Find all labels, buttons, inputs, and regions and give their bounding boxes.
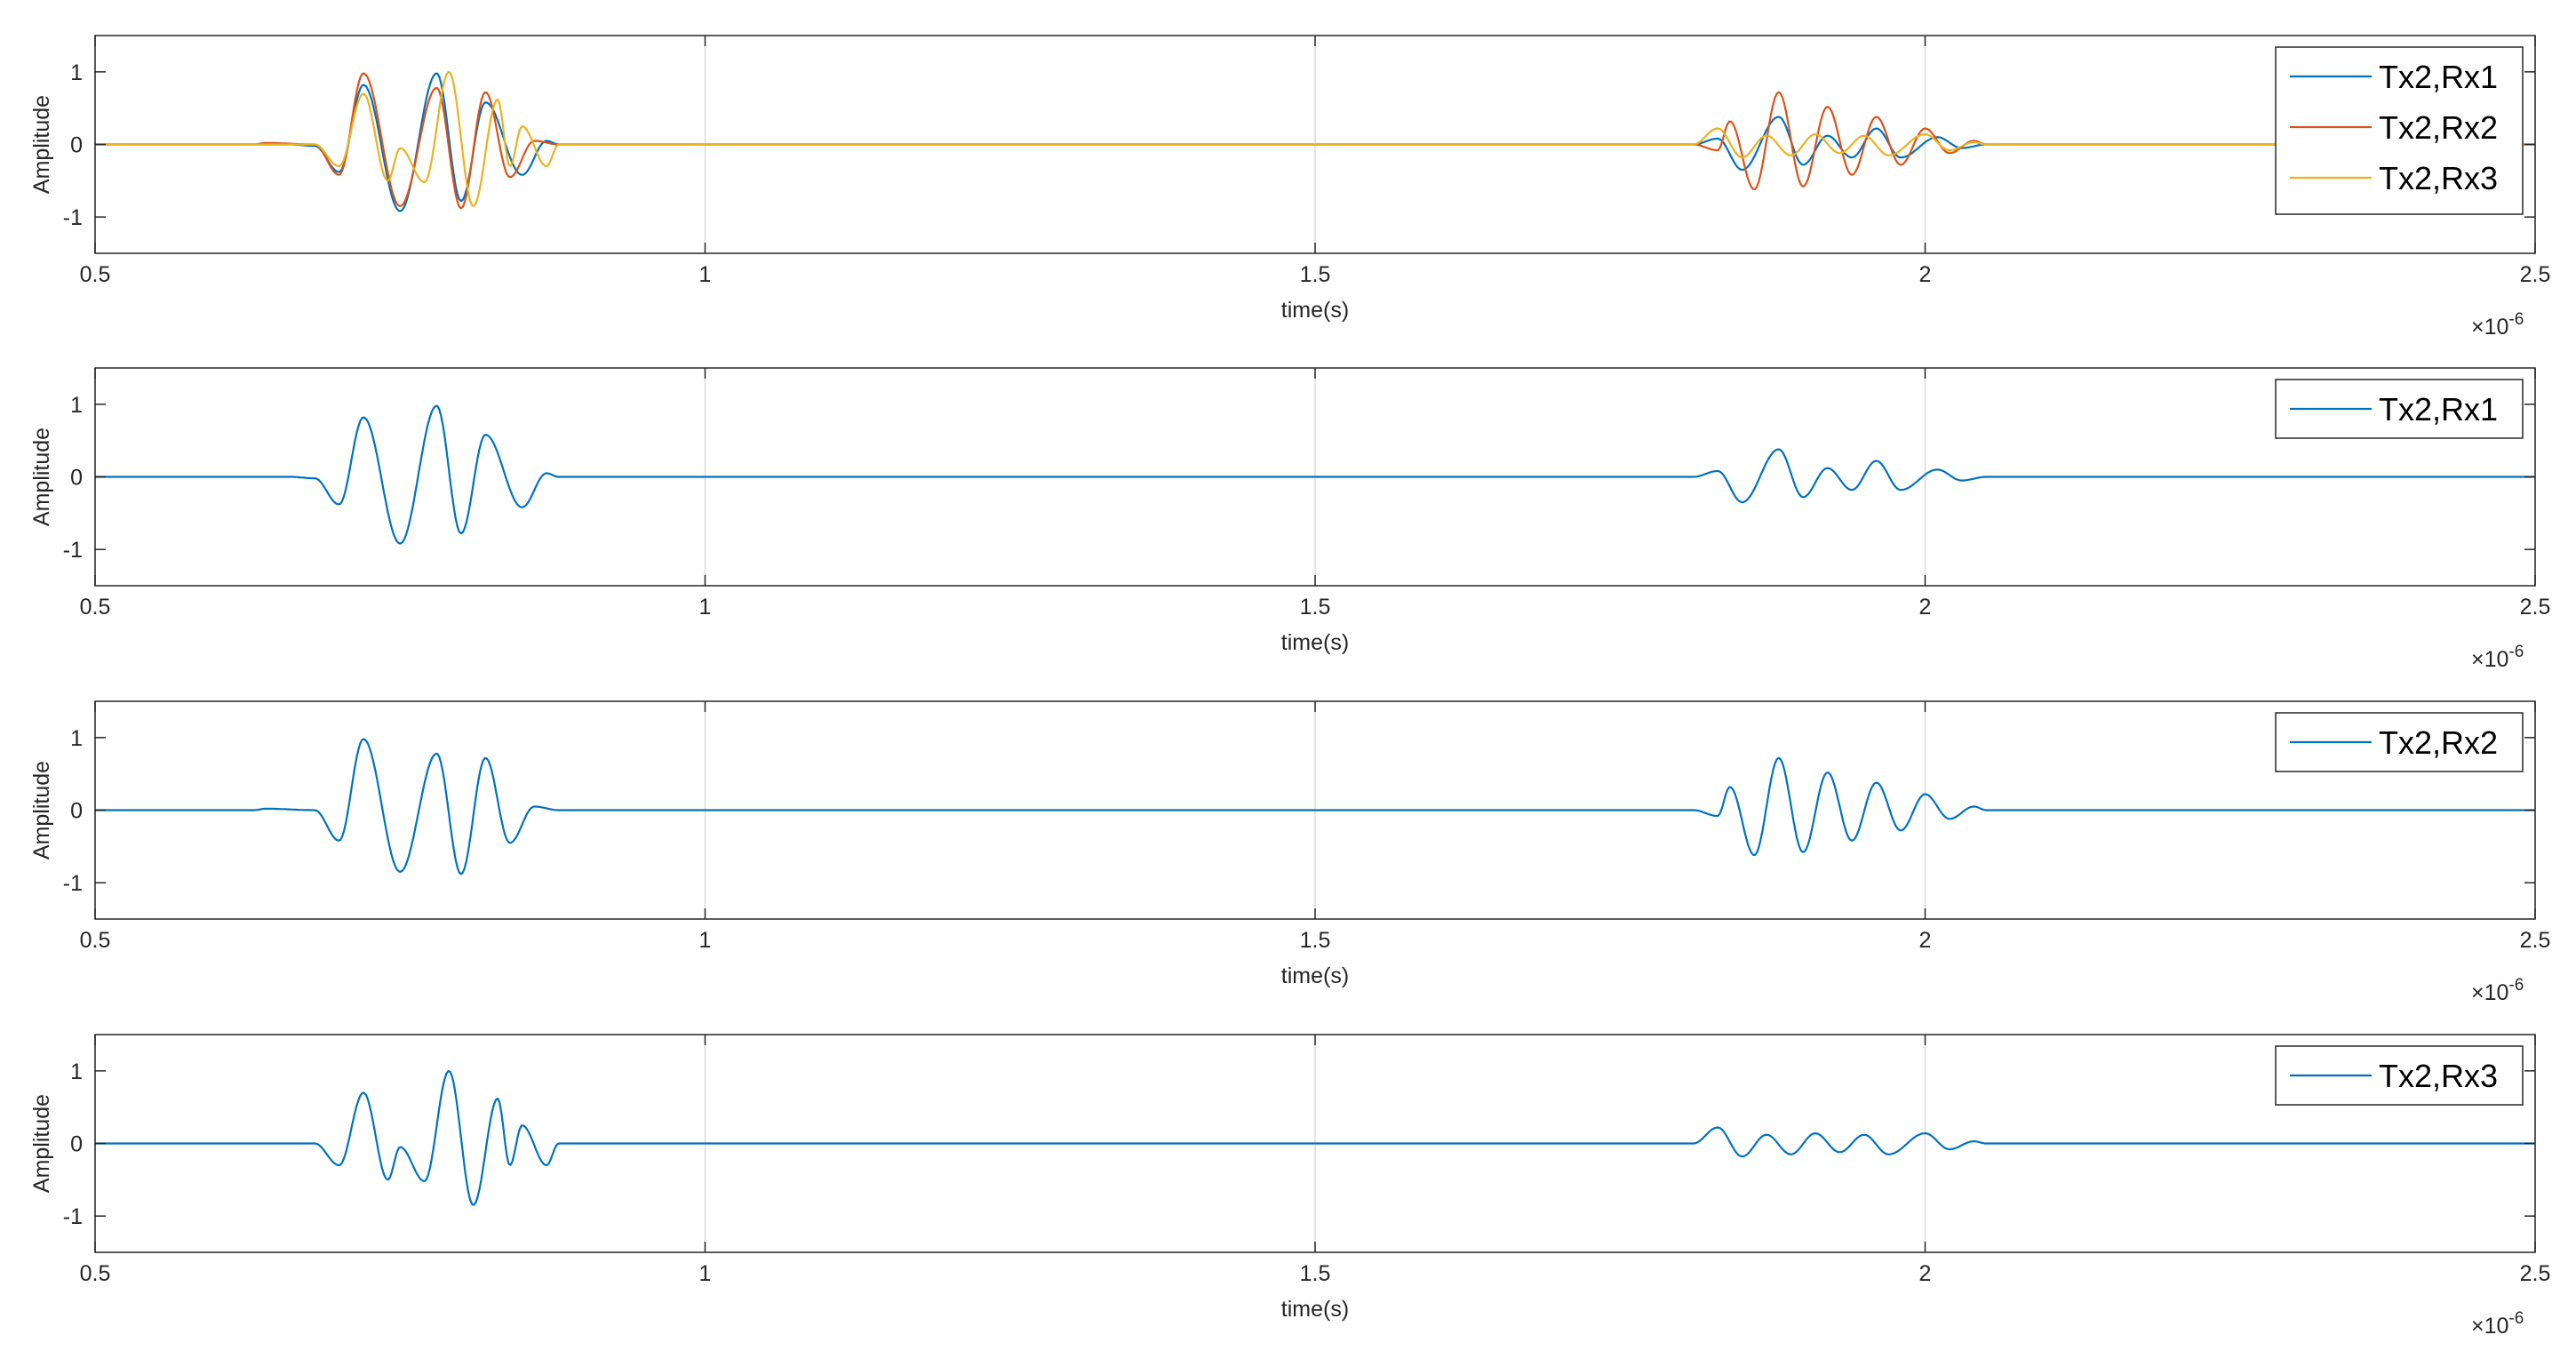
legend-entry: Tx2,Rx1 [2379,59,2498,95]
x-exponent-label: ×10-6 [2471,976,2524,1005]
x-exponent-label: ×10-6 [2471,643,2524,672]
x-exponent-value: -6 [2508,1309,2524,1328]
x-axis-label: time(s) [1281,630,1349,655]
x-tick-label: 1.5 [1300,595,1331,620]
subplot-2: 0.5 1 1.5 2 2.5 1 0 -1 time(s) Amplitude ×10-6 Tx2,… [29,367,2551,672]
x-axis-label: time(s) [1281,298,1349,323]
series-line-tx2-rx3 [95,1069,2535,1206]
x-exponent-value: -6 [2508,310,2524,329]
x-exponent-value: -6 [2508,643,2524,661]
x-tick-label: 2.5 [2520,595,2551,620]
y-tick-label: 1 [70,1059,83,1084]
y-tick-label: -1 [63,538,83,563]
legend: Tx2,Rx1 Tx2,Rx2 Tx2,Rx3 [2275,46,2524,215]
legend-box [2275,46,2524,215]
legend-entry: Tx2,Rx2 [2379,724,2498,761]
legend: Tx2,Rx3 [2275,1045,2524,1106]
y-axis-label: Amplitude [29,1094,54,1193]
y-axis-label: Amplitude [29,428,54,526]
x-tick-label: 1.5 [1300,262,1331,287]
legend: Tx2,Rx1 [2275,379,2524,439]
x-tick-label: 1 [699,928,712,953]
legend: Tx2,Rx2 [2275,712,2524,772]
y-tick-label: 1 [70,60,83,85]
legend-entry: Tx2,Rx3 [2379,160,2498,196]
x-tick-label: 2.5 [2520,262,2551,287]
x-tick-label: 1 [699,1261,712,1286]
subplot-1: 0.5 1 1.5 2 2.5 1 0 -1 time(s) Amplitude ×10-6 Tx2,… [29,35,2551,340]
y-tick-label: 0 [70,466,83,491]
x-tick-label: 2 [1919,928,1932,953]
series-line-tx2-rx1 [95,404,2535,545]
series-line-tx2-rx2 [95,738,2535,875]
x-tick-label: 2.5 [2520,928,2551,953]
x-tick-label: 0.5 [80,1261,111,1286]
x-exponent-label: ×10-6 [2471,310,2524,340]
y-tick-label: -1 [63,1204,83,1229]
x-tick-label: 0.5 [80,928,111,953]
series-line-tx2-rx3 [95,70,2535,207]
legend-entry: Tx2,Rx1 [2379,391,2498,428]
y-axis-label: Amplitude [29,761,54,859]
y-tick-label: 0 [70,799,83,824]
x-tick-label: 0.5 [80,262,111,287]
y-axis-label: Amplitude [29,95,54,194]
x-tick-label: 1.5 [1300,928,1331,953]
x-tick-label: 2 [1919,595,1932,620]
x-exponent-value: -6 [2508,976,2524,995]
x-tick-label: 1 [699,595,712,620]
x-tick-label: 2 [1919,1261,1932,1286]
x-axis-label: time(s) [1281,1297,1349,1322]
y-tick-label: 0 [70,1132,83,1157]
x-tick-label: 2 [1919,262,1932,287]
x-tick-label: 1.5 [1300,1261,1331,1286]
x-exponent-label: ×10-6 [2471,1309,2524,1339]
x-tick-label: 1 [699,262,712,287]
subplot-4: 0.5 1 1.5 2 2.5 1 0 -1 time(s) Amplitude ×10-6 Tx2,… [29,1034,2551,1339]
x-tick-label: 0.5 [80,595,111,620]
y-tick-label: 0 [70,133,83,158]
subplot-3: 0.5 1 1.5 2 2.5 1 0 -1 time(s) Amplitude ×10-6 Tx2,… [29,700,2551,1005]
legend-entry: Tx2,Rx2 [2379,109,2498,146]
x-tick-label: 2.5 [2520,1261,2551,1286]
y-tick-label: -1 [63,871,83,896]
y-tick-label: 1 [70,726,83,751]
legend-entry: Tx2,Rx3 [2379,1058,2498,1094]
y-tick-label: 1 [70,393,83,418]
x-axis-label: time(s) [1281,963,1349,988]
y-tick-label: -1 [63,205,83,230]
